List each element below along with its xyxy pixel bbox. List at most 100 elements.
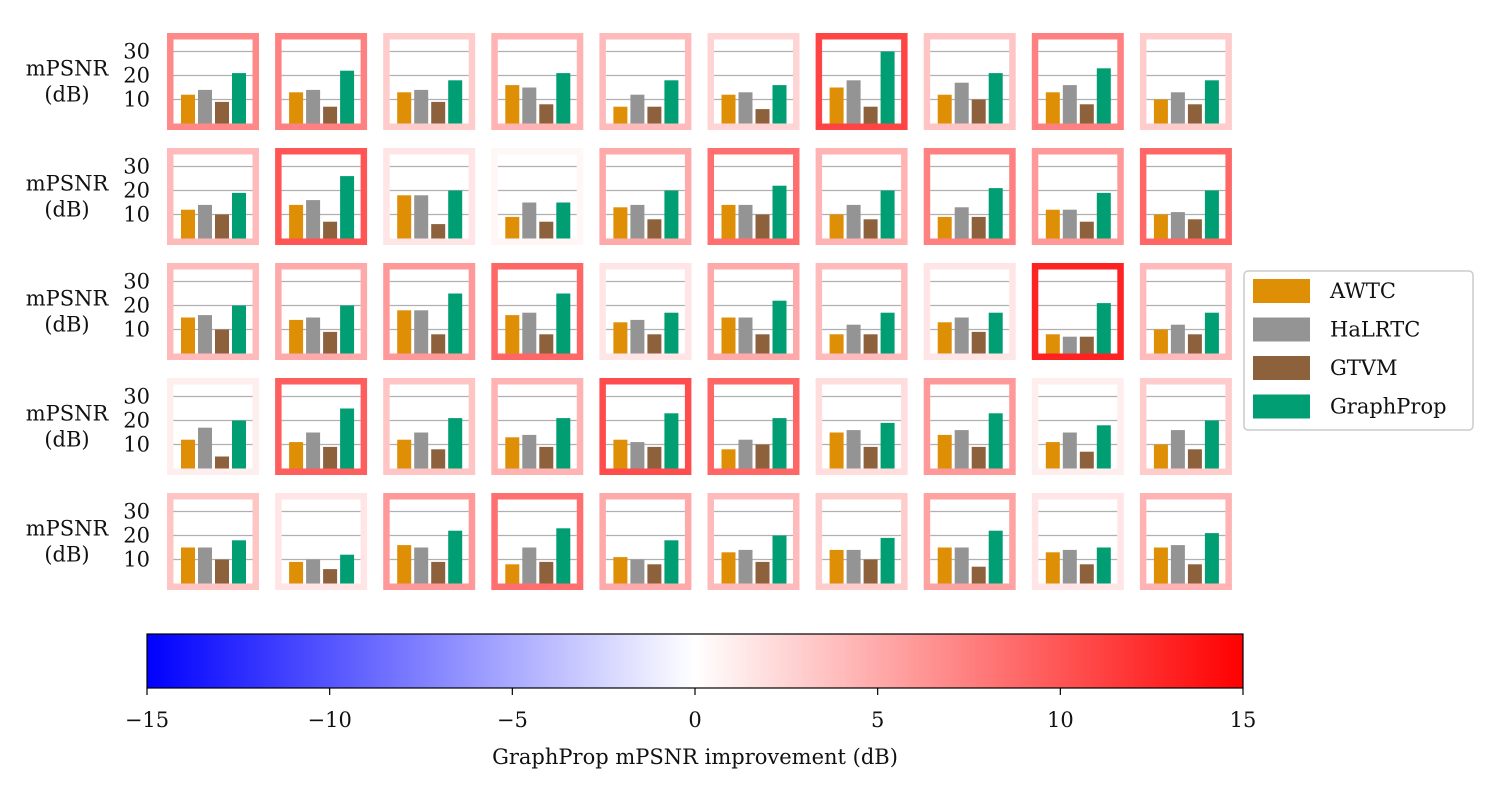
y-tick-label: 20: [123, 179, 150, 203]
panel-border: [707, 493, 800, 590]
bar-graphprop: [340, 70, 355, 124]
bar-graphprop: [340, 305, 355, 354]
bar-awtc: [397, 545, 412, 584]
bar-graphprop: [664, 312, 679, 354]
y-tick-label: 30: [123, 500, 150, 524]
bar-awtc: [1153, 214, 1168, 239]
bar-gtvm: [971, 566, 986, 584]
panel: [167, 263, 259, 360]
bar-halrtc: [954, 207, 969, 239]
panel: [599, 148, 692, 245]
panel: [923, 378, 1016, 475]
legend-label-gtvm: GTVM: [1330, 356, 1397, 380]
panel: [1139, 148, 1232, 245]
y-axis-label: mPSNR: [26, 402, 110, 426]
bar-awtc: [937, 547, 952, 584]
panel: [275, 493, 368, 590]
bar-awtc: [181, 547, 195, 584]
panel: [1031, 493, 1124, 590]
bar-halrtc: [522, 434, 537, 469]
bar-halrtc: [306, 559, 321, 584]
bar-graphprop: [880, 312, 895, 354]
bar-gtvm: [539, 334, 554, 354]
panel-border: [1031, 148, 1124, 245]
panel-border: [275, 493, 368, 590]
panel-border: [167, 148, 259, 245]
bar-awtc: [505, 315, 520, 354]
panel: [1031, 33, 1124, 130]
bar-gtvm: [755, 561, 770, 584]
panel-border: [275, 33, 368, 130]
bar-graphprop: [1204, 420, 1219, 469]
bar-graphprop: [448, 190, 463, 239]
panel: [167, 378, 259, 475]
colorbar-tick-label: 10: [1047, 708, 1074, 732]
bar-graphprop: [988, 530, 1003, 584]
bar-awtc: [937, 434, 952, 469]
panel-border: [167, 33, 259, 130]
bar-gtvm: [539, 104, 554, 124]
panel-border: [383, 493, 476, 590]
legend-label-awtc: AWTC: [1329, 279, 1396, 303]
bar-graphprop: [1096, 425, 1111, 469]
panel: [707, 263, 800, 360]
bar-graphprop: [448, 293, 463, 354]
bar-halrtc: [1062, 432, 1077, 469]
bar-gtvm: [539, 221, 554, 239]
bar-halrtc: [1062, 85, 1077, 124]
bar-graphprop: [556, 202, 571, 239]
colorbar-label: GraphProp mPSNR improvement (dB): [492, 745, 898, 769]
panel: [815, 263, 908, 360]
bar-graphprop: [1096, 303, 1111, 354]
bar-gtvm: [323, 569, 338, 584]
bar-gtvm: [647, 334, 662, 354]
panel-border: [167, 263, 259, 360]
panel-border: [275, 378, 368, 475]
bar-awtc: [613, 439, 628, 469]
panel-border: [491, 263, 584, 360]
bar-graphprop: [664, 80, 679, 124]
panel-border: [1139, 148, 1232, 245]
bar-awtc: [1045, 92, 1060, 124]
bar-gtvm: [647, 106, 662, 124]
bar-graphprop: [556, 73, 571, 124]
y-axis-label: mPSNR: [26, 57, 110, 81]
panel-border: [923, 148, 1016, 245]
panel: [275, 378, 368, 475]
bar-halrtc: [198, 204, 212, 239]
panel: [491, 493, 584, 590]
bar-graphprop: [232, 540, 246, 584]
panel-grid: [167, 33, 1232, 590]
bar-halrtc: [306, 317, 321, 354]
legend-swatch-graphprop: [1253, 394, 1310, 419]
bar-halrtc: [306, 200, 321, 239]
bar-awtc: [181, 94, 195, 124]
panel-border: [815, 33, 908, 130]
panel: [707, 33, 800, 130]
bar-graphprop: [340, 176, 355, 239]
y-tick-label: 30: [123, 270, 150, 294]
panel: [167, 493, 259, 590]
y-axis-label-unit: (dB): [44, 543, 89, 567]
panel-border: [599, 378, 692, 475]
bar-gtvm: [431, 561, 446, 584]
panel: [491, 263, 584, 360]
bar-gtvm: [215, 101, 229, 124]
bar-graphprop: [664, 413, 679, 469]
panel: [383, 33, 476, 130]
panel-border: [491, 378, 584, 475]
y-axis-label: mPSNR: [26, 517, 110, 541]
bar-halrtc: [522, 547, 537, 584]
bar-halrtc: [1062, 209, 1077, 239]
bar-awtc: [721, 552, 736, 584]
panel: [815, 493, 908, 590]
panel-border: [167, 493, 259, 590]
bar-gtvm: [323, 446, 338, 469]
bar-gtvm: [1187, 449, 1202, 469]
bar-gtvm: [539, 446, 554, 469]
bar-graphprop: [1096, 68, 1111, 124]
panel: [1031, 378, 1124, 475]
bar-graphprop: [772, 418, 787, 469]
